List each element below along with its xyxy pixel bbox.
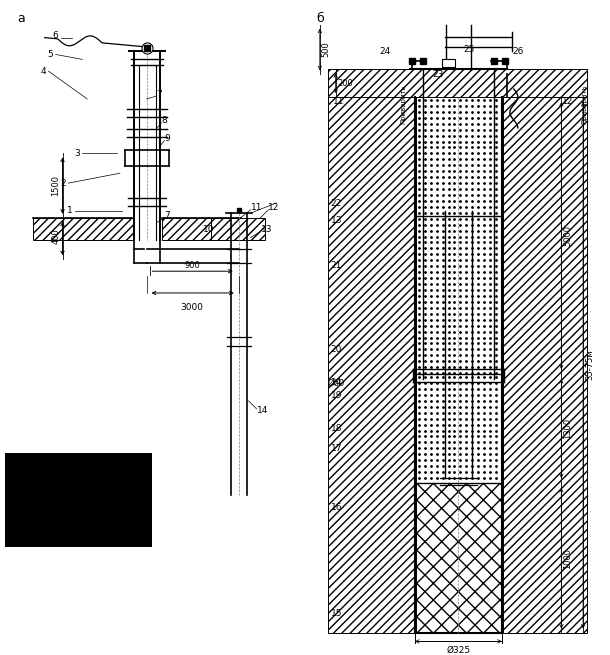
Text: 16: 16 bbox=[331, 503, 342, 512]
Bar bbox=[162, 217, 213, 240]
Text: 1000: 1000 bbox=[563, 548, 572, 569]
Text: 19: 19 bbox=[331, 392, 342, 400]
Text: 14: 14 bbox=[256, 406, 268, 415]
Text: 500: 500 bbox=[322, 42, 331, 58]
Bar bbox=[416, 215, 501, 374]
Text: 35-75м: 35-75м bbox=[585, 350, 594, 381]
Text: 3: 3 bbox=[74, 149, 80, 158]
Text: 8: 8 bbox=[162, 116, 167, 125]
Text: 11: 11 bbox=[251, 203, 262, 212]
Text: 25: 25 bbox=[464, 45, 475, 54]
Text: 3000: 3000 bbox=[181, 303, 204, 312]
Text: а: а bbox=[17, 12, 25, 25]
Text: 12: 12 bbox=[268, 203, 280, 212]
Bar bbox=[328, 97, 414, 633]
Text: Ø60: Ø60 bbox=[328, 379, 345, 388]
Text: 9: 9 bbox=[165, 134, 170, 143]
Bar bbox=[33, 217, 134, 240]
Text: Ø325: Ø325 bbox=[447, 645, 470, 654]
Text: 15: 15 bbox=[331, 609, 342, 618]
Text: 200: 200 bbox=[338, 79, 353, 88]
Text: 21: 21 bbox=[331, 261, 342, 270]
Text: 1300: 1300 bbox=[563, 418, 572, 439]
Text: 18: 18 bbox=[331, 424, 342, 433]
Text: 26: 26 bbox=[512, 47, 523, 56]
Bar bbox=[416, 374, 501, 483]
Bar bbox=[416, 97, 501, 215]
Text: 7: 7 bbox=[157, 90, 162, 98]
Text: 20: 20 bbox=[331, 345, 342, 354]
Text: 12: 12 bbox=[562, 98, 574, 107]
Text: 22: 22 bbox=[331, 199, 342, 208]
Text: 13: 13 bbox=[331, 216, 342, 225]
Text: 5000: 5000 bbox=[563, 225, 572, 246]
Text: 23: 23 bbox=[432, 69, 444, 79]
Text: 400: 400 bbox=[51, 229, 60, 244]
Text: 13: 13 bbox=[260, 225, 272, 234]
Bar bbox=[503, 97, 587, 633]
Bar bbox=[328, 69, 587, 97]
Text: 5: 5 bbox=[48, 50, 54, 59]
Text: 14: 14 bbox=[331, 377, 342, 386]
Bar bbox=[442, 60, 456, 67]
Text: 1500: 1500 bbox=[51, 175, 60, 196]
Text: б: б bbox=[316, 12, 324, 25]
Text: 17: 17 bbox=[331, 444, 342, 453]
Text: 2: 2 bbox=[60, 179, 66, 187]
Text: 900: 900 bbox=[184, 261, 200, 271]
Bar bbox=[5, 453, 151, 548]
Text: Приварить: Приварить bbox=[581, 84, 587, 124]
Text: 24: 24 bbox=[379, 47, 390, 56]
Text: 7: 7 bbox=[165, 212, 170, 220]
Text: 4: 4 bbox=[41, 67, 46, 76]
Text: 1: 1 bbox=[68, 206, 73, 215]
Bar bbox=[211, 217, 265, 240]
Text: Приварить: Приварить bbox=[400, 84, 406, 124]
Bar bbox=[416, 483, 501, 633]
Text: 11: 11 bbox=[332, 98, 344, 107]
Text: 6: 6 bbox=[52, 31, 59, 40]
Text: 10: 10 bbox=[203, 225, 215, 234]
